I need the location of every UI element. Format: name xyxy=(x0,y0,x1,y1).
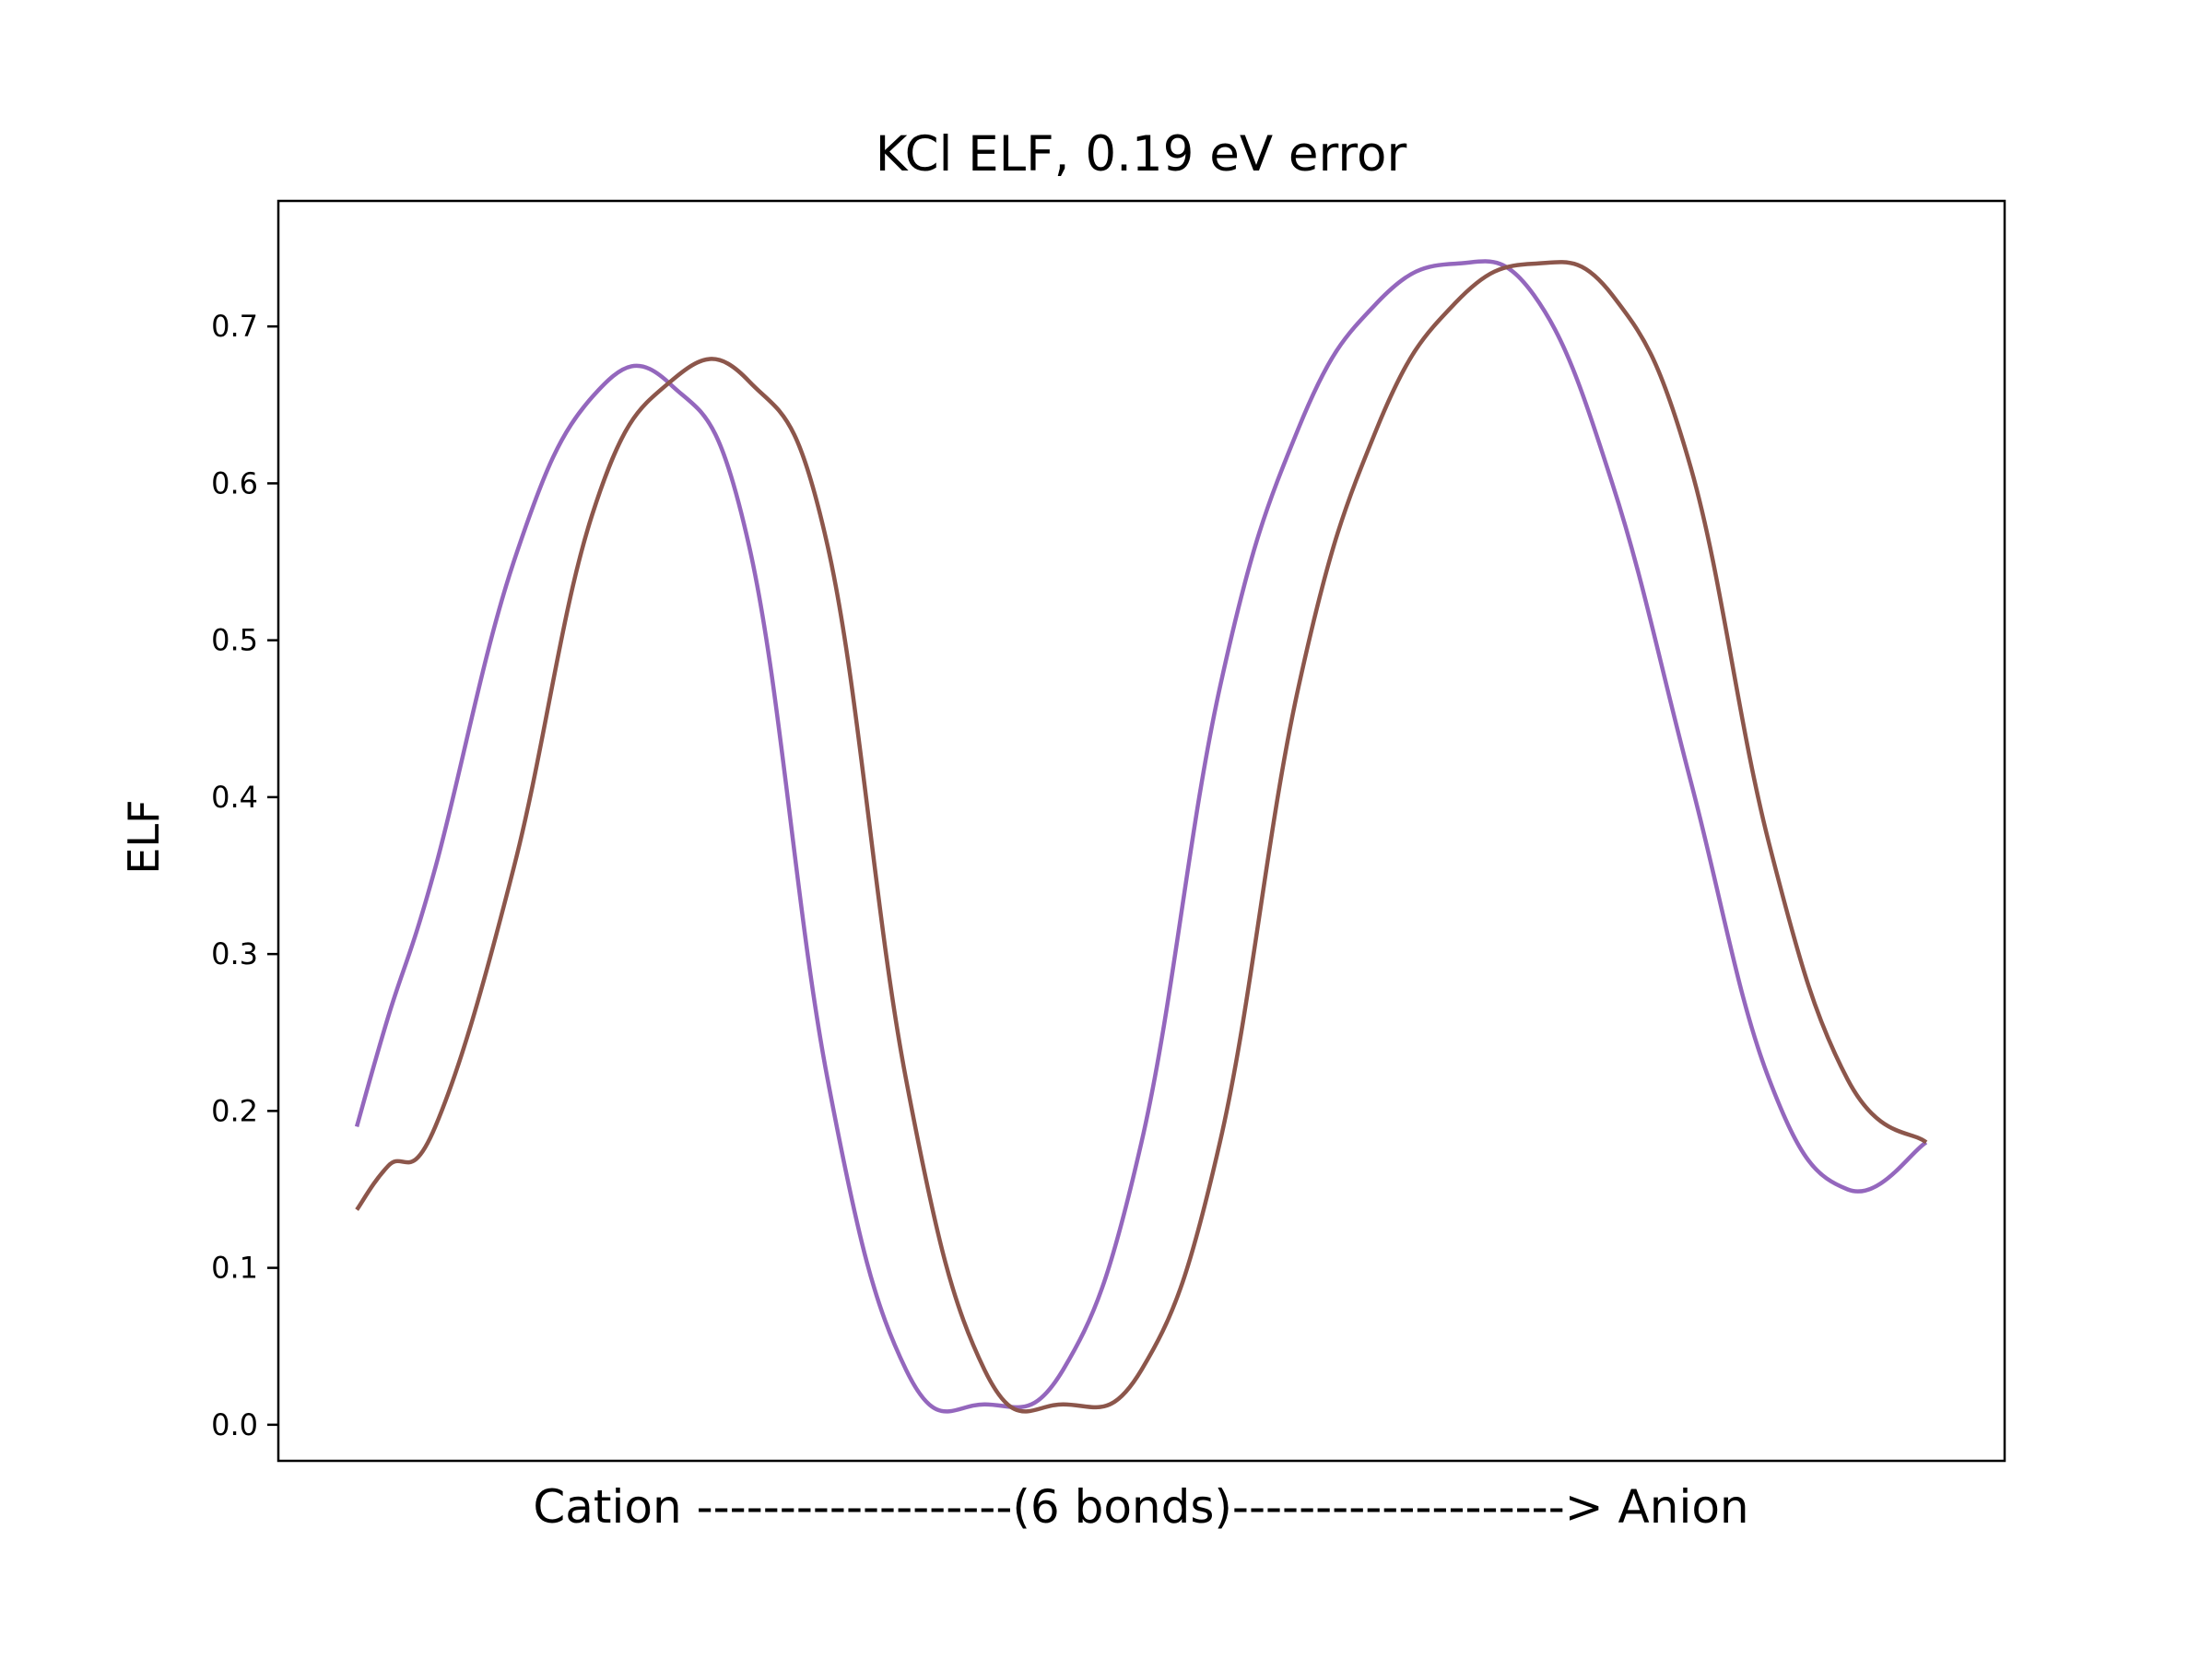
y-tick-label: 0.0 xyxy=(211,1407,258,1442)
y-tick-label: 0.5 xyxy=(211,623,258,658)
y-tick-label: 0.4 xyxy=(211,780,258,815)
y-tick-label: 0.3 xyxy=(211,936,258,971)
y-tick-label: 0.7 xyxy=(211,309,258,344)
x-axis-label: Cation -------------------(6 bonds)-----… xyxy=(533,1480,1748,1534)
y-tick-label: 0.1 xyxy=(211,1251,258,1286)
series-line-2 xyxy=(355,260,1928,1414)
plot-area-frame xyxy=(276,199,2006,1463)
y-tick-label: 0.2 xyxy=(211,1093,258,1128)
y-axis-ticks: 0.0 0.1 0.2 0.3 0.4 0.5 0.6 0.7 xyxy=(211,309,278,1442)
y-axis-label: ELF xyxy=(119,799,169,874)
chart-title: KCl ELF, 0.19 eV error xyxy=(876,126,1407,182)
series-line-1 xyxy=(354,259,1928,1414)
y-tick-label: 0.6 xyxy=(211,465,258,500)
plot-lines xyxy=(354,259,1928,1414)
